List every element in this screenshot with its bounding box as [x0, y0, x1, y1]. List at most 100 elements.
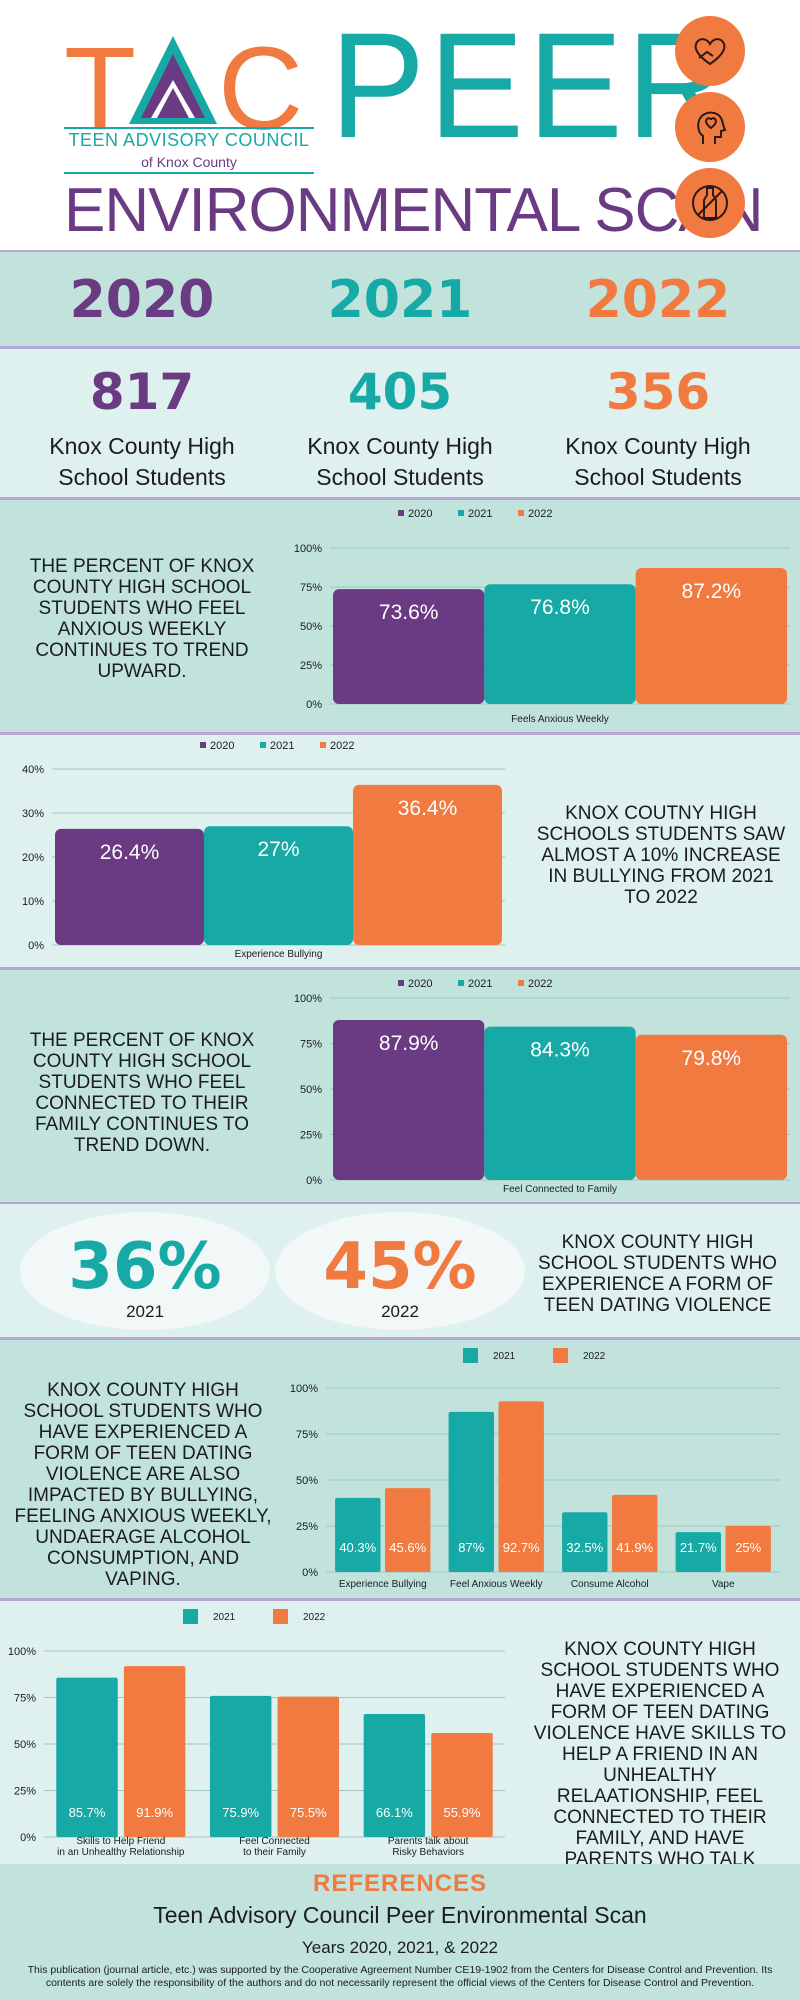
- logo-subtitle: TEEN ADVISORY COUNCIL: [68, 130, 310, 150]
- bullying-chart: 0% 10% 20% 30% 40% 2020 2021 2022 26.4% 27% 36.4% E…: [22, 740, 505, 960]
- divider: [0, 1202, 800, 1205]
- bar-2020: [333, 1020, 485, 1180]
- legend-label-2020: 2020: [408, 978, 432, 990]
- logo-rule: [64, 172, 314, 174]
- legend-swatch-2021: [458, 510, 464, 516]
- header: T C TEEN ADVISORY COUNCIL of Knox County…: [0, 0, 800, 252]
- years-row: 2020 2021 2022: [0, 252, 800, 346]
- bar-2021: [56, 1677, 118, 1837]
- bar-2022: [635, 1034, 787, 1180]
- divider: [0, 1598, 800, 1601]
- y-tick-label: 0%: [302, 1567, 318, 1579]
- year-2021: 2021: [327, 270, 473, 330]
- legend-swatch-2020: [398, 510, 404, 516]
- bar-value-label: 40.3%: [339, 1540, 376, 1555]
- legend-swatch-2022: [320, 742, 326, 748]
- legend-label-2021: 2021: [493, 1351, 516, 1362]
- y-tick-label: 75%: [300, 1039, 322, 1051]
- y-tick-label: 50%: [296, 1475, 318, 1487]
- anxious-statement: THE PERCENT OF KNOX COUNTY HIGH SCHOOL S…: [29, 556, 255, 682]
- y-tick-label: 100%: [294, 543, 322, 555]
- divider: [0, 250, 800, 253]
- dating-pct-2021: 36%: [68, 1230, 222, 1304]
- bar-2021: [335, 1497, 381, 1572]
- bar-value-label: 75.5%: [290, 1805, 327, 1820]
- legend-label-2022: 2022: [583, 1351, 606, 1362]
- bar-2021: [448, 1411, 494, 1572]
- bar-2022: [612, 1494, 658, 1572]
- legend-swatch-2021: [463, 1348, 478, 1363]
- y-tick-label: 75%: [14, 1693, 36, 1705]
- dating-statement: KNOX COUNTY HIGH SCHOOL STUDENTS WHO EXP…: [538, 1232, 777, 1316]
- bar-2022: [123, 1666, 186, 1837]
- legend-swatch-2022: [518, 980, 524, 986]
- x-category-label: Consume Alcohol: [571, 1579, 649, 1590]
- bar-2021: [484, 584, 636, 704]
- y-tick-label: 20%: [22, 852, 44, 864]
- bar-2022: [353, 784, 502, 945]
- impacted-chart: 0% 25% 50% 75% 100% 2021 2022 40.3% 45.6% Experie…: [290, 1348, 780, 1590]
- dating-violence-section: 36% 2021 45% 2022 KNOX COUNTY HIGH SCHOO…: [0, 1204, 800, 1337]
- count-label: Knox County High School Students: [49, 433, 235, 490]
- legend-label-2022: 2022: [330, 740, 354, 752]
- legend-label-2020: 2020: [408, 508, 432, 520]
- x-category-label: Skills to Help Friend: [76, 1836, 165, 1847]
- references-name: Teen Advisory Council Peer Environmental…: [153, 1902, 647, 1928]
- family-statement: THE PERCENT OF KNOX COUNTY HIGH SCHOOL S…: [29, 1030, 255, 1156]
- bar-value-label: 45.6%: [389, 1540, 426, 1555]
- x-category-label: in an Unhealthy Relationship: [57, 1847, 185, 1858]
- stat-bubble-2022: 45% 2022: [275, 1212, 525, 1330]
- legend-swatch-2022: [553, 1348, 568, 1363]
- anxious-chart: 0% 25% 50% 75% 100% 2020 2021 2022 73.6% 76.8% 87.…: [294, 508, 790, 725]
- legend-label-2022: 2022: [303, 1612, 326, 1623]
- bar-value-label: 66.1%: [376, 1805, 413, 1820]
- impacted-statement: KNOX COUNTY HIGH SCHOOL STUDENTS WHO HAV…: [14, 1380, 272, 1590]
- impacted-section: KNOX COUNTY HIGH SCHOOL STUDENTS WHO HAV…: [0, 1340, 800, 1598]
- references-years: Years 2020, 2021, & 2022: [302, 1938, 498, 1957]
- count-2020: 817: [89, 363, 195, 421]
- bar-2022: [277, 1696, 340, 1837]
- family-chart: 0% 25% 50% 75% 100% 2020 2021 2022 87.9% 84.3% 79.…: [294, 978, 790, 1195]
- bar-value-label: 27%: [257, 838, 299, 861]
- year-2022: 2022: [585, 270, 731, 330]
- y-tick-label: 50%: [300, 1084, 322, 1096]
- bar-2020: [333, 589, 485, 704]
- x-category-label: Experience Bullying: [235, 949, 323, 960]
- year-2020: 2020: [69, 270, 215, 330]
- logo-county: of Knox County: [141, 154, 237, 170]
- divider: [0, 497, 800, 500]
- x-category-label: to their Family: [243, 1847, 306, 1858]
- no-bottle-icon: [675, 168, 745, 238]
- bar-value-label: 25%: [735, 1540, 761, 1555]
- bar-value-label: 84.3%: [530, 1039, 590, 1062]
- skills-section: 0% 25% 50% 75% 100% 2021 2022 85.7% 91.9% Skills …: [0, 1601, 800, 1891]
- logo-rule: [64, 127, 314, 129]
- count-2022: 356: [605, 363, 711, 421]
- bar-value-label: 26.4%: [100, 841, 160, 864]
- y-tick-label: 75%: [300, 582, 322, 594]
- legend-swatch-2022: [273, 1609, 288, 1624]
- divider: [0, 732, 800, 735]
- x-category-label: Feel Connected: [239, 1836, 310, 1847]
- bar-value-label: 87%: [458, 1540, 484, 1555]
- legend-label-2021: 2021: [468, 978, 492, 990]
- y-tick-label: 25%: [300, 660, 322, 672]
- student-counts: 817 405 356 Knox County High School Stude…: [0, 349, 800, 497]
- y-tick-label: 0%: [20, 1832, 36, 1844]
- x-category-label: Risky Behaviors: [392, 1847, 464, 1858]
- stat-bubble-2021: 36% 2021: [20, 1212, 270, 1330]
- anxious-section: THE PERCENT OF KNOX COUNTY HIGH SCHOOL S…: [0, 500, 800, 732]
- count-label: Knox County High School Students: [307, 433, 493, 490]
- bar-value-label: 76.8%: [530, 596, 590, 619]
- bar-value-label: 87.2%: [682, 580, 742, 603]
- y-tick-label: 50%: [300, 621, 322, 633]
- y-tick-label: 0%: [28, 940, 44, 952]
- page-subtitle: ENVIRONMENTAL SCAN: [64, 176, 764, 245]
- heart-hands-icon: [675, 16, 745, 86]
- bar-value-label: 55.9%: [444, 1805, 481, 1820]
- bar-2021: [204, 826, 353, 945]
- legend-label-2022: 2022: [528, 508, 552, 520]
- legend-swatch-2021: [458, 980, 464, 986]
- legend-swatch-2020: [200, 742, 206, 748]
- bar-2021: [484, 1026, 636, 1180]
